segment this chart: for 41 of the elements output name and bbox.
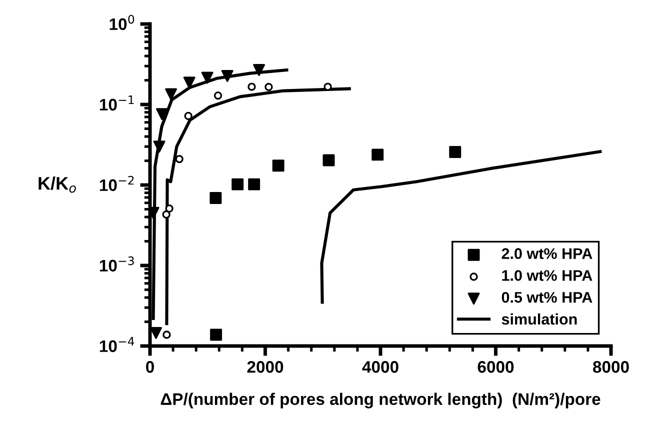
x-tick-label: 4000	[362, 361, 398, 373]
y-tick-label: 10$^{0}$	[110, 14, 134, 30]
point	[264, 82, 273, 92]
point	[324, 82, 332, 91]
point	[322, 154, 335, 166]
point	[210, 192, 222, 204]
point	[175, 154, 184, 164]
y-tick-label: 10$^{−3}$	[100, 256, 134, 272]
point	[184, 112, 192, 120]
point	[272, 160, 284, 172]
legend-label: 1.0 wt% HPA	[502, 270, 592, 281]
y-tick-label: 10$^{−1}$	[100, 96, 134, 111]
x-tick-label: 0	[146, 361, 154, 373]
x-axis-title: ΔP/(number of pores along network length) (N/m²)/pore	[160, 392, 600, 408]
point	[165, 204, 174, 213]
point	[210, 328, 222, 341]
line-series	[320, 150, 602, 304]
point	[449, 146, 462, 158]
point	[162, 330, 171, 339]
point	[162, 210, 170, 219]
point	[201, 72, 214, 84]
point	[156, 108, 168, 120]
y-tick-label: 10$^{−2}$	[100, 176, 134, 192]
point	[214, 92, 222, 100]
x-tick-label: 6000	[478, 361, 514, 373]
legend-label: 0.5 wt% HPA	[502, 292, 592, 303]
point	[253, 64, 266, 76]
point	[248, 178, 260, 190]
x-tick-label: 2000	[247, 361, 284, 373]
point	[372, 148, 384, 161]
point	[150, 327, 162, 339]
y-axis-title: K/K$_{o}$	[38, 176, 76, 193]
x-tick-label: 8000	[592, 361, 629, 373]
point	[165, 88, 178, 100]
legend-label: 2.0 wt% HPA	[502, 248, 592, 260]
point	[153, 140, 166, 153]
y-tick-label: 10$^{−4}$	[100, 337, 134, 352]
point	[221, 70, 234, 82]
legend-label: simulation	[502, 313, 577, 325]
point	[248, 82, 256, 91]
point	[232, 178, 244, 190]
